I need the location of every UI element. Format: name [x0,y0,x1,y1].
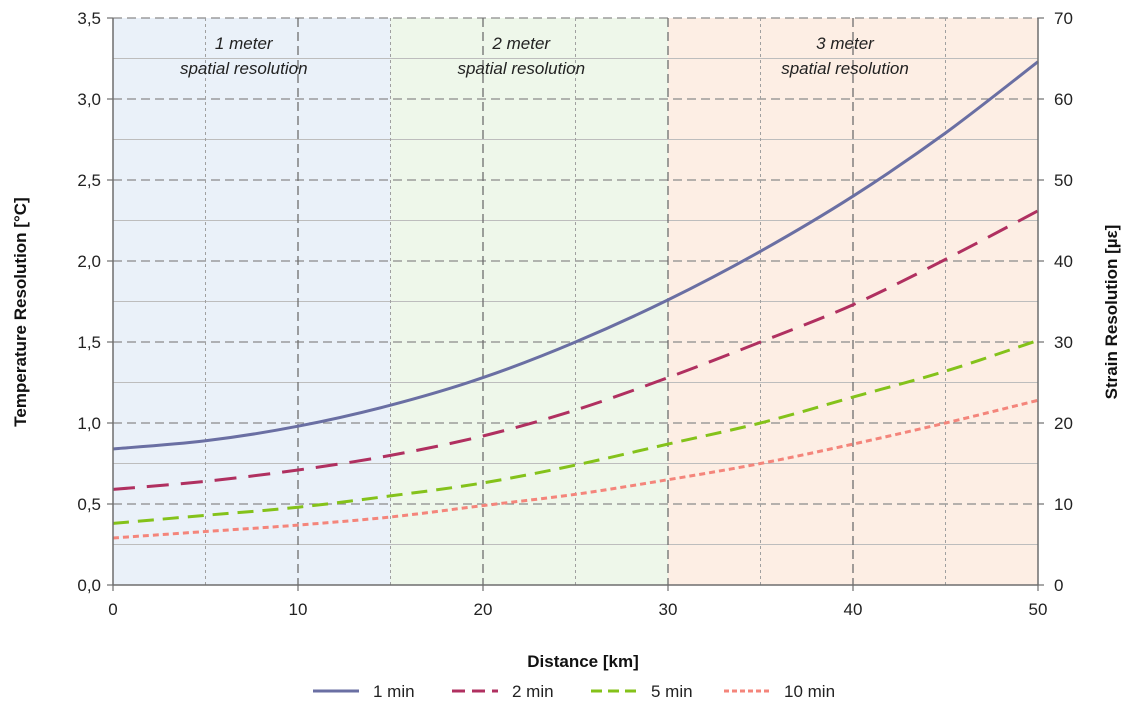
region-label-subtitle: spatial resolution [457,59,585,78]
legend-label: 10 min [784,682,835,701]
y-axis-label: Temperature Resolution [°C] [11,197,30,426]
y-tick-label: 2,5 [77,171,101,190]
grid-lines [113,17,1038,585]
y-tick-label: 1,0 [77,414,101,433]
y2-tick-label: 20 [1054,414,1073,433]
x-axis-label: Distance [km] [527,652,638,671]
y2-tick-label: 70 [1054,9,1073,28]
legend-label: 5 min [651,682,693,701]
y-tick-label: 1,5 [77,333,101,352]
y-tick-label: 0,0 [77,576,101,595]
axes: 0 10 20 30 40 50 0,0 0,5 1,0 1,5 2,0 2,5 3,0 3,5 0 10 20… [77,9,1073,619]
region-label-title: 1 meter [215,34,274,53]
x-tick-label: 0 [108,600,117,619]
x-tick-label: 10 [289,600,308,619]
region-label-title: 3 meter [816,34,875,53]
y2-tick-label: 50 [1054,171,1073,190]
y2-axis-label: Strain Resolution [µε] [1102,225,1121,400]
y2-tick-label: 0 [1054,576,1063,595]
y2-tick-label: 60 [1054,90,1073,109]
x-tick-label: 20 [474,600,493,619]
region-label-title: 2 meter [491,34,551,53]
x-tick-label: 40 [844,600,863,619]
series-line-1-min [112,60,1039,451]
y-tick-label: 3,0 [77,90,101,109]
region-label-subtitle: spatial resolution [180,59,308,78]
series-line-5-min [112,338,1039,525]
y2-tick-label: 10 [1054,495,1073,514]
region-labels: 1 meter spatial resolution 2 meter spatial … [180,34,909,78]
data-series [112,60,1039,540]
legend-label: 1 min [373,682,415,701]
region-label-subtitle: spatial resolution [781,59,909,78]
y2-tick-label: 30 [1054,333,1073,352]
x-tick-label: 30 [659,600,678,619]
legend-label: 2 min [512,682,554,701]
y-tick-label: 0,5 [77,495,101,514]
series-line-10-min [112,398,1039,540]
y-tick-label: 3,5 [77,9,101,28]
x-tick-label: 50 [1029,600,1048,619]
y2-tick-label: 40 [1054,252,1073,271]
legend: 1 min 2 min 5 min 10 min [313,682,835,701]
y-tick-label: 2,0 [77,252,101,271]
